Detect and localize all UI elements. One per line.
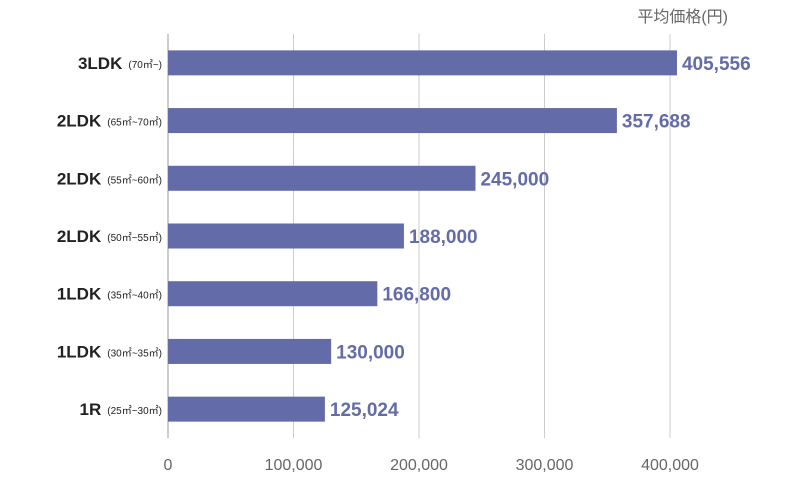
- category-main-label: 2LDK: [57, 112, 102, 131]
- value-label: 130,000: [336, 342, 405, 363]
- category-label: 2LDK (65㎡~70㎡): [57, 112, 162, 131]
- x-tick-label: 300,000: [516, 457, 574, 474]
- value-label: 357,688: [622, 112, 691, 133]
- bars: [168, 50, 677, 422]
- category-labels: 3LDK (70㎡~)2LDK (65㎡~70㎡)2LDK (55㎡~60㎡)2LDK…: [57, 54, 162, 419]
- bar: [168, 396, 325, 422]
- category-size-label: (65㎡~70㎡): [107, 117, 162, 129]
- category-main-label: 2LDK: [57, 227, 102, 246]
- bar: [168, 165, 476, 191]
- bar: [168, 50, 677, 76]
- category-main-label: 1LDK: [57, 285, 102, 304]
- category-label: 1R (25㎡~30㎡): [80, 400, 162, 419]
- category-label: 2LDK (50㎡~55㎡): [57, 227, 162, 246]
- category-size-label: (30㎡~35㎡): [107, 347, 162, 359]
- x-tick-label: 200,000: [390, 457, 448, 474]
- x-tick-label: 0: [164, 457, 173, 474]
- value-label: 405,556: [682, 54, 751, 75]
- bar: [168, 108, 617, 134]
- value-labels: 405,556 357,688 245,000 188,000 166,800 130,0…: [330, 54, 751, 421]
- x-tick-label: 400,000: [641, 457, 699, 474]
- category-size-label: (50㎡~55㎡): [107, 232, 162, 244]
- value-label: 188,000: [409, 227, 478, 248]
- category-label: 1LDK (30㎡~35㎡): [57, 342, 162, 361]
- bar: [168, 338, 332, 364]
- category-label: 1LDK (35㎡~40㎡): [57, 285, 162, 304]
- category-main-label: 1R: [80, 400, 102, 419]
- category-size-label: (25㎡~30㎡): [107, 405, 162, 417]
- category-size-label: (70㎡~): [128, 59, 162, 71]
- category-label: 2LDK (55㎡~60㎡): [57, 169, 162, 188]
- unit-label: 平均価格(円): [637, 8, 728, 26]
- category-main-label: 2LDK: [57, 169, 102, 188]
- category-main-label: 1LDK: [57, 342, 102, 361]
- category-label: 3LDK (70㎡~): [78, 54, 162, 73]
- category-main-label: 3LDK: [78, 54, 123, 73]
- bar: [168, 281, 378, 307]
- x-tick-label: 100,000: [265, 457, 323, 474]
- grid-lines: [167, 34, 671, 438]
- bar: [168, 223, 404, 249]
- category-size-label: (35㎡~40㎡): [107, 290, 162, 302]
- value-label: 166,800: [382, 285, 451, 306]
- value-label: 125,024: [330, 400, 399, 421]
- x-tick-labels: 0 100,000 200,000 300,000 400,000: [164, 457, 699, 474]
- value-label: 245,000: [480, 169, 549, 190]
- category-size-label: (55㎡~60㎡): [107, 174, 162, 186]
